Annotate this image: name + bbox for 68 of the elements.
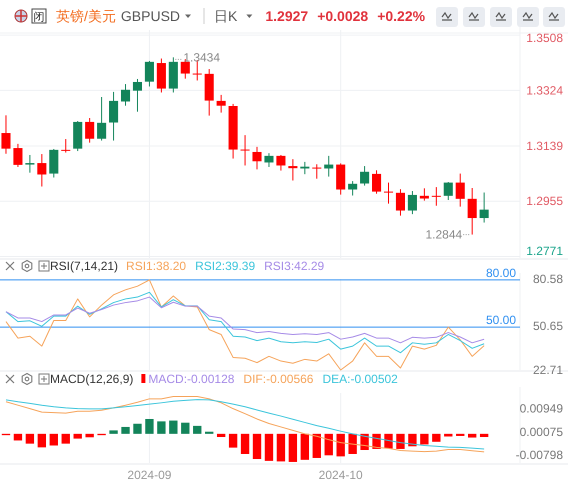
bar: [14, 434, 22, 440]
bar: [121, 426, 130, 434]
y-tick-label: 1.2771: [526, 244, 564, 258]
chart-subtitle: GBPUSD: [120, 8, 180, 24]
line-series: [5, 292, 485, 354]
text: 1.2927: [265, 8, 308, 24]
bar: [252, 434, 262, 460]
bar: [276, 434, 286, 462]
bar: [348, 434, 357, 454]
y-tick-label: 0.00075: [520, 424, 564, 439]
bar: [300, 434, 310, 460]
y-tick-label: 1.2955: [526, 194, 564, 208]
bar: [50, 434, 58, 446]
bar: [62, 434, 70, 444]
annotation: 1.3434: [183, 50, 220, 64]
y-tick-label: 50.65: [532, 319, 564, 334]
legend-label: MACD:-0.00128: [148, 372, 235, 386]
bar: [133, 424, 142, 434]
bar: [109, 430, 118, 434]
bar: [288, 434, 298, 462]
text: RSI2:39.39: [195, 259, 256, 273]
text: DEA:-0.00502: [322, 372, 398, 386]
text: RSI3:42.29: [264, 259, 325, 273]
bar: [264, 434, 274, 461]
bar: [85, 434, 94, 438]
text: DIF:-0.00566: [243, 372, 314, 386]
series-label: RSI1:38.20: [126, 259, 186, 273]
bar: [444, 434, 452, 436]
bar: [228, 434, 238, 448]
text: +0.0028: [317, 8, 368, 24]
chart-title: RSI(7,14,21): [50, 259, 118, 273]
bar: [38, 434, 46, 448]
bar: [193, 426, 202, 434]
x-tick-label: 2024-10: [318, 468, 364, 482]
y-tick-label: 80.58: [532, 272, 564, 286]
y-tick-label: -0.00798: [516, 448, 564, 462]
y-tick-label: 1.3139: [526, 138, 564, 153]
ref-line-label: 80.00: [486, 266, 516, 280]
bar: [336, 434, 345, 456]
y-tick-label: 1.3324: [526, 83, 564, 98]
badge: 闭: [32, 8, 46, 24]
bar: [169, 420, 178, 434]
y-tick-label: 1.3508: [526, 31, 564, 45]
bar: [157, 421, 166, 434]
bar: [480, 434, 488, 438]
line-series: [5, 296, 485, 344]
bar: [432, 434, 441, 442]
bar: [408, 434, 417, 446]
chart-title: 英镑/美元: [56, 8, 116, 24]
bar: [181, 422, 190, 434]
bar: [74, 434, 82, 439]
text: +0.22%: [377, 8, 426, 24]
annotation: 1.2844: [425, 228, 463, 242]
x-tick-label: 2024-09: [127, 468, 172, 482]
bar: [240, 434, 250, 454]
bar: [420, 434, 429, 444]
y-tick-label: 22.71: [532, 363, 564, 377]
bar: [26, 434, 34, 444]
line-series: [5, 279, 485, 370]
chart-title: MACD(12,26,9): [50, 372, 134, 386]
bar: [145, 418, 154, 434]
bar: [324, 434, 333, 456]
bar: [216, 434, 226, 438]
y-tick-label: 0.00949: [520, 402, 564, 416]
bar: [468, 434, 476, 438]
ref-line-label: 50.00: [486, 313, 516, 328]
bar: [312, 434, 321, 458]
text: 日K: [214, 8, 238, 24]
